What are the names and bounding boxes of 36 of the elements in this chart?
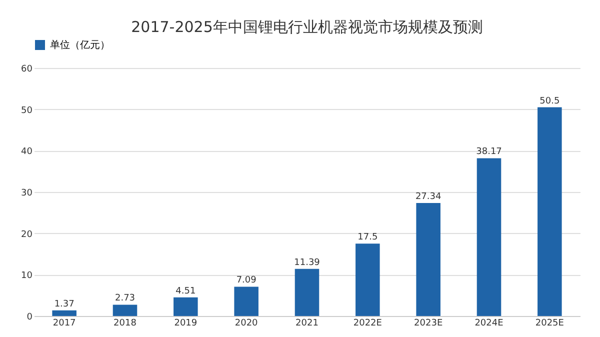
y-tick-label: 60 [21, 64, 33, 74]
y-tick-label: 20 [21, 230, 33, 240]
x-tick-label: 2018 [114, 318, 137, 328]
bar [174, 297, 198, 316]
data-label: 7.09 [236, 276, 257, 286]
bar [416, 202, 440, 316]
data-label: 27.34 [415, 192, 442, 202]
bar [476, 158, 502, 316]
bar [112, 304, 138, 316]
chart-title: 2017-2025年中国锂电行业机器视觉市场规模及预测 [131, 18, 483, 36]
data-label: 50.5 [540, 96, 560, 106]
data-label: 2.73 [114, 294, 136, 304]
bar [234, 286, 258, 316]
x-tick-label: 2020 [234, 318, 258, 328]
bar [538, 107, 562, 316]
data-label: 38.17 [476, 147, 502, 158]
y-tick-label: 0 [26, 312, 33, 322]
x-tick-label: 2021 [296, 318, 318, 328]
x-tick-label: 2017 [52, 318, 76, 328]
bar [294, 268, 320, 316]
x-tick-label: 2023E [414, 318, 443, 328]
x-tick-label: 2019 [174, 318, 198, 328]
y-tick-label: 30 [21, 188, 33, 198]
x-tick-label: 2025E [535, 318, 564, 328]
y-tick-label: 10 [21, 271, 33, 282]
data-label: 11.39 [294, 258, 320, 268]
x-tick-label: 2024E [474, 318, 504, 328]
y-tick-label: 50 [21, 106, 33, 116]
bar [356, 244, 380, 316]
bar [52, 310, 76, 316]
legend-label: 单位（亿元） [50, 39, 110, 51]
data-label: 1.37 [54, 299, 74, 310]
data-label: 4.51 [176, 286, 196, 296]
y-tick-label: 40 [21, 147, 33, 158]
data-label: 17.5 [358, 232, 378, 243]
x-tick-label: 2022E [353, 318, 382, 328]
